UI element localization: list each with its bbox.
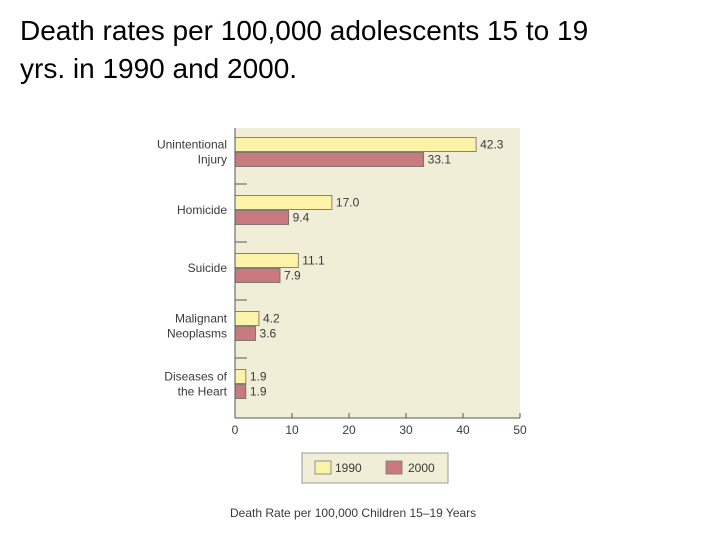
x-tick-label-3: 30: [399, 423, 413, 437]
slide-title-line-2: yrs. in 1990 and 2000.: [20, 53, 298, 84]
bars-layer: 42.3 33.1 17.0 9.4 11.17.9 4.23.6 1.91.9: [234, 137, 504, 399]
plot-background: [235, 128, 520, 418]
bar-2000-1: [234, 210, 289, 225]
legend: 1990 2000: [301, 452, 449, 484]
bar-1990-0: [234, 137, 477, 152]
bar-2000-4: [234, 384, 247, 399]
category-label-4-1: the Heart: [178, 385, 228, 399]
legend-swatch-2000: [385, 460, 403, 475]
value-label-1990-0: 42.3: [480, 138, 504, 152]
category-label-3-0: Malignant: [175, 312, 228, 326]
x-tick-label-1: 10: [285, 423, 299, 437]
category-label-0-0: Unintentional: [157, 138, 227, 152]
bar-1990-1: [234, 195, 333, 210]
x-axis-title: Death Rate per 100,000 Children 15–19 Ye…: [230, 506, 476, 520]
value-label-2000-4: 1.9: [250, 385, 267, 399]
category-label-2-0: Suicide: [188, 261, 228, 275]
bar-1990-3: [234, 311, 260, 326]
x-tick-label-5: 50: [513, 423, 527, 437]
category-label-0-1: Injury: [198, 153, 227, 167]
legend-label-2000: 2000: [408, 461, 435, 475]
x-tick-label-2: 20: [342, 423, 356, 437]
x-tick-label-0: 0: [232, 423, 239, 437]
bar-2000-2: [234, 268, 281, 283]
bar-1990-4: [234, 369, 247, 384]
x-tick-label-4: 40: [456, 423, 470, 437]
value-label-1990-1: 17.0: [336, 196, 360, 210]
value-label-2000-3: 3.6: [260, 327, 277, 341]
x-axis-ticks: 0 10 20 30 40 50: [232, 183, 527, 437]
bar-2000-3: [234, 326, 256, 341]
category-label-4-0: Diseases of: [164, 370, 227, 384]
value-label-1990-3: 4.2: [263, 312, 280, 326]
bar-2000-0: [234, 152, 425, 167]
value-label-1990-2: 11.1: [302, 254, 325, 268]
slide-title: Death rates per 100,000 adolescents 15 t…: [20, 12, 700, 88]
death-rate-bar-chart: 42.3 33.1 17.0 9.4 11.17.9 4.23.6 1.91.9 Unint…: [157, 128, 527, 520]
value-label-2000-2: 7.9: [284, 269, 301, 283]
legend-swatch-1990: [314, 460, 332, 475]
value-label-1990-4: 1.9: [250, 370, 267, 384]
category-label-1-0: Homicide: [177, 203, 227, 217]
value-label-2000-0: 33.1: [428, 153, 452, 167]
bar-1990-2: [234, 253, 299, 268]
category-label-3-1: Neoplasms: [167, 327, 227, 341]
legend-label-1990: 1990: [335, 461, 362, 475]
value-label-2000-1: 9.4: [293, 211, 310, 225]
slide-title-line-1: Death rates per 100,000 adolescents 15 t…: [20, 15, 589, 46]
